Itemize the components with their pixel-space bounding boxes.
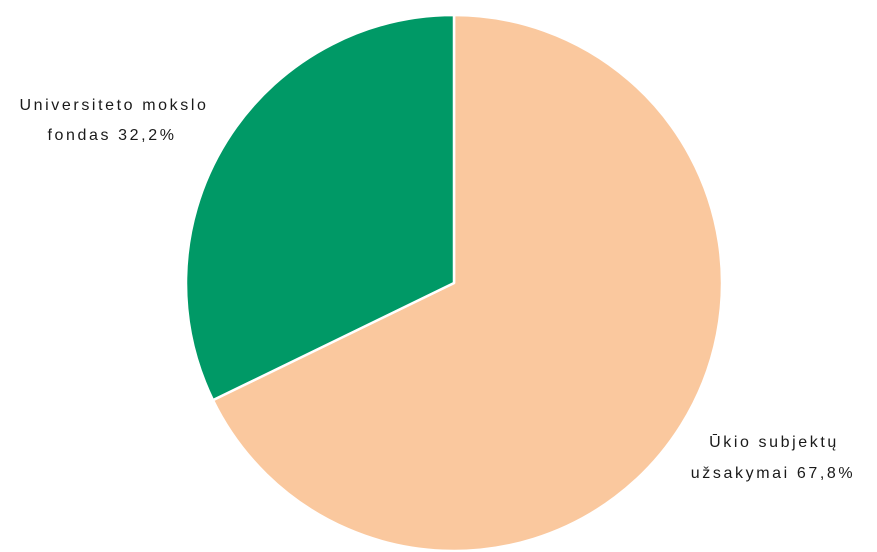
data-label-line: užsakymai 67,8% — [691, 465, 855, 482]
data-label-line: fondas 32,2% — [47, 127, 176, 144]
pie-slice-2 — [184, 13, 456, 402]
data-label-universiteto-mokslo-fondas: Universiteto mokslo fondas 32,2% — [19, 97, 208, 144]
pie-slices — [184, 13, 724, 552]
data-label-ukio-subjektu: Ūkio subjektų užsakymai 67,8% — [691, 433, 855, 482]
pie-slice-1 — [211, 13, 724, 552]
data-label-line: Universiteto mokslo — [19, 97, 208, 114]
data-label-line: Ūkio subjektų — [709, 433, 839, 451]
